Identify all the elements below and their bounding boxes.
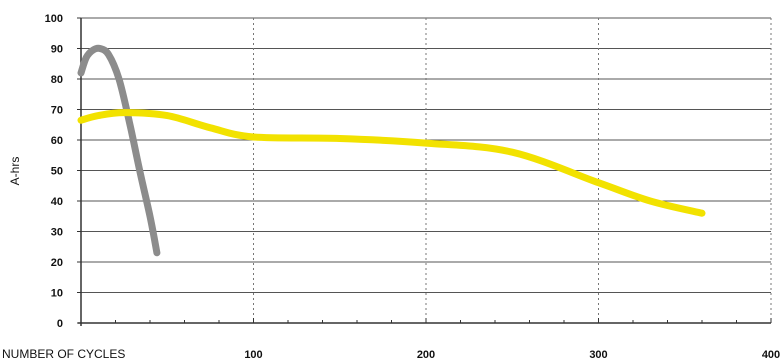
series-layer	[77, 44, 706, 257]
y-tick-label-70: 70	[51, 105, 63, 117]
axes	[77, 17, 772, 326]
y-tick-label-80: 80	[51, 74, 63, 86]
y-tick-label-30: 30	[51, 227, 63, 239]
y-tick-label-50: 50	[51, 166, 63, 178]
x-tick-label-100: 100	[244, 349, 262, 361]
y-tick-label-20: 20	[51, 257, 63, 269]
tick-labels: 0 10 20 30 40 50 60 70 80 90 100 100 200 300 400	[45, 13, 781, 361]
x-tick-label-200: 200	[417, 349, 435, 361]
series-line-1	[77, 44, 161, 257]
y-tick-label-90: 90	[51, 44, 63, 56]
series-line-2	[77, 109, 706, 217]
y-axis-label: A-hrs	[8, 157, 22, 186]
y-tick-label-100: 100	[45, 13, 63, 25]
y-tick-label-60: 60	[51, 135, 63, 147]
y-tick-label-10: 10	[51, 288, 63, 300]
y-tick-label-40: 40	[51, 196, 63, 208]
vertical-gridlines	[253, 18, 772, 323]
y-tick-label-0: 0	[57, 318, 63, 330]
x-axis-label: NUMBER OF CYCLES	[2, 347, 125, 361]
x-tick-label-300: 300	[589, 349, 607, 361]
x-tick-label-400: 400	[762, 349, 780, 361]
